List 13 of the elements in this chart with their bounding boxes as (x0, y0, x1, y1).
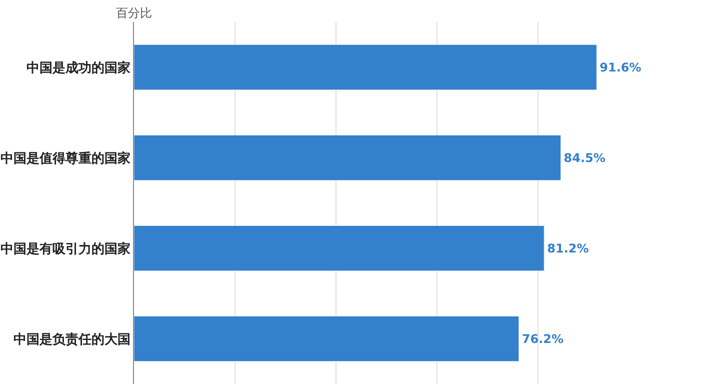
y-tick-label: 中国是有吸引力的国家 (0, 240, 130, 257)
y-axis-title: 百分比 (116, 6, 152, 20)
y-tick-label: 中国是值得尊重的国家 (0, 150, 130, 166)
bar (134, 316, 520, 362)
bar (134, 134, 562, 181)
data-label: 81.2% (547, 241, 589, 256)
bar (134, 225, 544, 272)
data-label: 91.6% (600, 60, 642, 74)
y-tick-label: 中国是成功的国家 (26, 60, 130, 76)
data-label: 76.2% (522, 332, 564, 346)
data-label: 84.5% (564, 150, 606, 165)
bar (134, 44, 597, 90)
y-tick-label: 中国是负责任的大国 (13, 331, 130, 348)
